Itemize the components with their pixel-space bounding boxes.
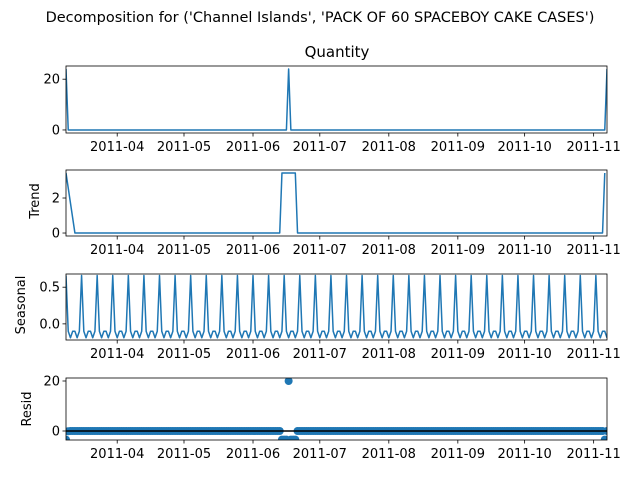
resid-ytick-label: 0: [52, 425, 60, 440]
figure-suptitle: Decomposition for ('Channel Islands', 'P…: [46, 10, 595, 26]
seasonal-xtick-label: 2011-04: [90, 347, 144, 362]
quantity-xtick-label: 2011-06: [226, 140, 280, 155]
seasonal-xtick-label: 2011-08: [362, 347, 416, 362]
seasonal-ytick-label: 0.5: [39, 281, 60, 296]
resid-point: [291, 435, 300, 440]
trend-xtick-label: 2011-09: [431, 243, 485, 258]
quantity-xtick-label: 2011-08: [362, 140, 416, 155]
trend-plot-area: [66, 172, 606, 234]
trend-ytick-label: 2: [52, 192, 60, 207]
seasonal-xtick-label: 2011-05: [157, 347, 211, 362]
trend-xtick-label: 2011-06: [226, 243, 280, 258]
resid-xtick-label: 2011-11: [566, 447, 620, 462]
resid-plot-area: [66, 378, 607, 440]
resid-xtick-label: 2011-10: [497, 447, 551, 462]
quantity-panel-title: Quantity: [305, 43, 370, 61]
quantity-xtick-label: 2011-05: [157, 140, 211, 155]
quantity-ytick-label: 0: [52, 123, 60, 138]
trend-ytick-label: 0: [52, 227, 60, 242]
resid-xtick-label: 2011-07: [293, 447, 347, 462]
quantity-axes-frame: [65, 65, 608, 134]
resid-panel: 0 20 2011-04 2011-05 2011-06 2011-07 2011-08 20…: [43, 375, 620, 463]
trend-panel: 0 2 2011-04 2011-05 2011-06 2011-07 2011-08 201…: [52, 169, 621, 258]
seasonal-xtick-label: 2011-11: [566, 347, 620, 362]
trend-xtick-label: 2011-08: [362, 243, 416, 258]
resid-ytick-label: 20: [43, 375, 60, 390]
quantity-ytick-label: 20: [43, 73, 60, 88]
quantity-panel: 0 20 2011-04 2011-05 2011-06 2011-07 2011-08 20…: [43, 65, 621, 155]
resid-points: [66, 378, 607, 440]
trend-xtick-label: 2011-11: [566, 243, 620, 258]
seasonal-xtick-label: 2011-07: [293, 347, 347, 362]
quantity-xtick-label: 2011-11: [566, 140, 620, 155]
trend-xtick-label: 2011-10: [497, 243, 551, 258]
seasonal-panel: 0.0 0.5 2011-04 2011-05 2011-06 2011-07 2011-0…: [39, 273, 621, 362]
trend-series-line: [66, 172, 606, 234]
quantity-series-line: [66, 68, 607, 131]
resid-xtick-label: 2011-08: [362, 447, 416, 462]
resid-xtick-label: 2011-04: [90, 447, 144, 462]
resid-point: [66, 435, 70, 440]
resid-xtick-label: 2011-09: [431, 447, 485, 462]
seasonal-series-line: [66, 274, 607, 339]
seasonal-axes-frame: [65, 273, 608, 341]
quantity-xtick-label: 2011-07: [293, 140, 347, 155]
seasonal-xtick-label: 2011-10: [497, 347, 551, 362]
quantity-xtick-label: 2011-10: [497, 140, 551, 155]
seasonal-ytick-label: 0.0: [39, 317, 60, 332]
resid-xtick-label: 2011-06: [226, 447, 280, 462]
resid-point: [284, 378, 293, 385]
resid-point: [600, 435, 607, 440]
resid-xtick-label: 2011-05: [157, 447, 211, 462]
quantity-plot-area: [66, 68, 607, 131]
quantity-xtick-label: 2011-04: [90, 140, 144, 155]
quantity-xtick-label: 2011-09: [431, 140, 485, 155]
seasonal-ylabel: Seasonal: [14, 276, 29, 335]
trend-xtick-label: 2011-04: [90, 243, 144, 258]
trend-axes-frame: [65, 169, 608, 237]
seasonal-xtick-label: 2011-09: [431, 347, 485, 362]
resid-ylabel: Resid: [20, 391, 35, 426]
trend-xtick-label: 2011-07: [293, 243, 347, 258]
trend-ylabel: Trend: [28, 183, 43, 220]
seasonal-xtick-label: 2011-06: [226, 347, 280, 362]
seasonal-plot-area: [66, 274, 607, 339]
resid-axes-frame: [65, 377, 608, 441]
trend-xtick-label: 2011-05: [157, 243, 211, 258]
